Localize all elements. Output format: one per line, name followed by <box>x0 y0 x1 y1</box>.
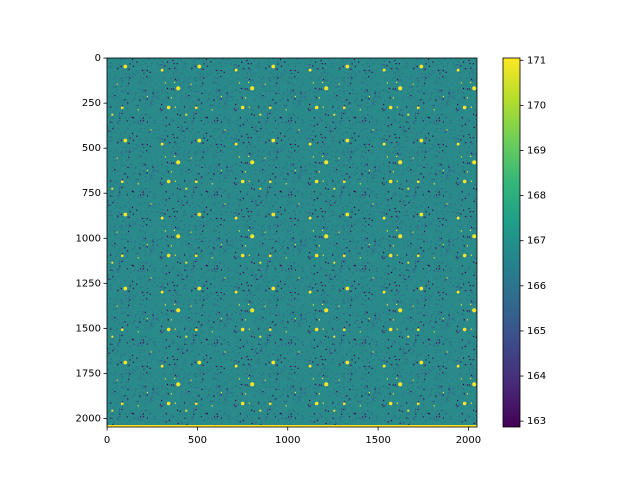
x-tick-label: 2000 <box>456 435 481 446</box>
colorbar-tick-label: 171 <box>527 55 546 66</box>
y-tick-label: 1000 <box>76 233 101 244</box>
y-tick-label: 750 <box>82 188 101 199</box>
axes-frame <box>106 57 478 428</box>
x-tick-label: 0 <box>104 435 110 446</box>
colorbar-tick-label: 168 <box>527 191 546 202</box>
colorbar-tick-label: 167 <box>527 236 546 247</box>
x-tick-label: 500 <box>188 435 207 446</box>
colorbar <box>502 57 521 428</box>
colorbar-tick-label: 166 <box>527 281 546 292</box>
y-tick-label: 2000 <box>76 413 101 424</box>
image-bottom-row <box>107 425 477 427</box>
colorbar-tick-label: 170 <box>527 100 546 111</box>
image <box>107 58 477 427</box>
colorbar-tick-label: 163 <box>527 416 546 427</box>
colorbar-tick-label: 165 <box>527 326 546 337</box>
colorbar-tick-label: 169 <box>527 145 546 156</box>
y-tick-label: 1250 <box>76 278 101 289</box>
x-tick-label: 1000 <box>275 435 300 446</box>
y-tick-label: 1750 <box>76 368 101 379</box>
y-tick-label: 250 <box>82 98 101 109</box>
y-tick-label: 1500 <box>76 323 101 334</box>
x-tick-label: 1500 <box>365 435 390 446</box>
y-tick-label: 0 <box>95 53 101 64</box>
y-tick-label: 500 <box>82 143 101 154</box>
colorbar-tick-label: 164 <box>527 371 546 382</box>
